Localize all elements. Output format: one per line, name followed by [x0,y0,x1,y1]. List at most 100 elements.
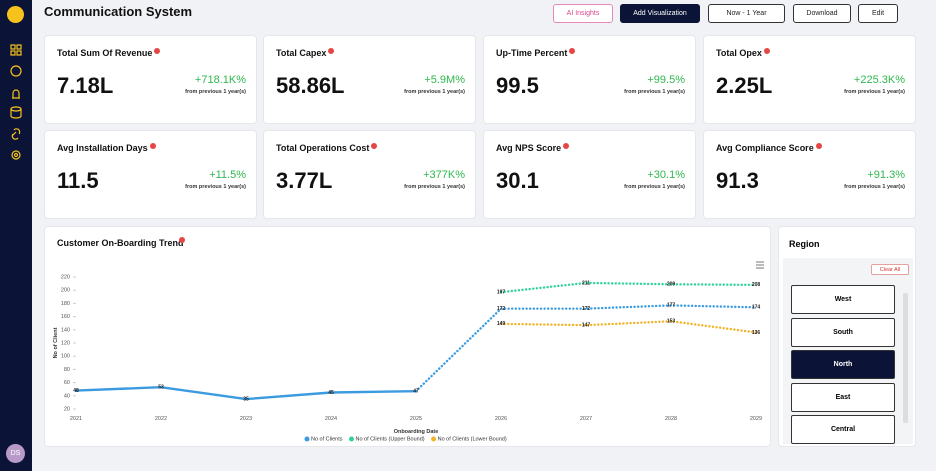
data-label: 172 [582,306,591,312]
ai-insights-button[interactable]: AI Insights [553,4,613,23]
legend-label: No of Clients [311,436,343,442]
forecast-line [499,320,758,334]
kpi-title-text: Total Sum Of Revenue [57,48,153,58]
x-axis-label: Onboarding Date [394,429,439,435]
data-label: 209 [667,282,676,288]
kpi-value: 2.25L [716,73,773,98]
kpi-title: Avg Installation Days [57,143,156,153]
kpi-card: Avg Installation Days 11.5 +11.5% from prev… [44,130,257,219]
data-label: 147 [582,323,591,329]
x-tick-label: 2022 [155,416,167,422]
chart-card: Customer On-Boarding Trend 20 40 60 80 100 12… [44,226,771,447]
filter-badge [815,143,822,149]
x-tick-label: 2029 [750,416,762,422]
kpi-note: from previous 1 year(s) [185,89,246,95]
data-label: 47 [413,389,419,395]
kpi-value: 58.86L [276,73,345,98]
y-tick-label: 140 [61,327,70,333]
x-tick-label: 2023 [240,416,252,422]
y-tick-label: 120 [61,340,70,346]
kpi-change: +11.5% [209,169,246,181]
nav-dashboard[interactable] [10,44,16,50]
region-title: Region [789,239,820,249]
filter-badge [371,143,378,149]
kpi-change: +91.3% [867,169,905,181]
logo[interactable] [7,6,24,23]
kpi-note: from previous 1 year(s) [844,184,905,190]
data-label: 53 [158,385,164,391]
kpi-title-text: Total Opex [716,48,762,58]
legend-label: No of Clients (Upper Bound) [356,436,425,442]
forecast-line [499,281,758,294]
y-tick-label: 180 [61,301,70,307]
data-label: 136 [752,330,761,336]
y-tick-label: 40 [64,393,70,399]
kpi-title-text: Avg NPS Score [496,143,562,153]
date-range-button[interactable]: Now - 1 Year [708,4,785,23]
nav-alerts[interactable] [12,89,20,99]
nav-analytics[interactable] [10,65,22,77]
region-option[interactable]: North [791,350,895,379]
region-option[interactable]: West [791,285,895,314]
x-tick-label: 2024 [325,416,337,422]
data-label: 197 [497,290,506,296]
avatar[interactable]: DS [6,444,25,463]
kpi-title-text: Up-Time Percent [496,48,568,58]
kpi-value: 7.18L [57,73,114,98]
kpi-change: +30.1% [647,169,685,181]
region-panel: Region Clear All West South North East Centr… [778,226,916,447]
kpi-note: from previous 1 year(s) [185,184,246,190]
y-tick-label: 60 [64,380,70,386]
kpi-change: +99.5% [647,74,685,86]
nav-settings[interactable] [11,150,21,160]
kpi-change: +377K% [423,169,465,181]
kpi-value: 91.3 [716,168,759,193]
y-tick-label: 160 [61,314,70,320]
data-label: 149 [497,321,506,327]
data-label: 172 [497,306,506,312]
nav-data[interactable] [10,106,22,112]
region-option[interactable]: East [791,382,895,412]
filter-badge [179,237,185,243]
kpi-value: 30.1 [496,168,539,193]
kpi-title: Total Capex [276,48,335,58]
data-label: 174 [752,305,761,311]
filter-badge [154,48,161,54]
kpi-card: Avg Compliance Score 91.3 +91.3% from previ… [703,130,916,219]
kpi-card: Total Sum Of Revenue 7.18L +718.1K% from pr… [44,35,257,124]
kpi-card: Up-Time Percent 99.5 +99.5% from previous 1… [483,35,696,124]
download-button[interactable]: Download [793,4,851,23]
y-tick-label: 100 [61,354,70,360]
kpi-title: Avg NPS Score [496,143,570,153]
kpi-title: Total Sum Of Revenue [57,48,161,58]
kpi-change: +5.9M% [424,74,465,86]
region-option[interactable]: South [791,317,895,347]
data-label: 48 [73,388,79,394]
y-tick-label: 20 [64,406,70,412]
kpi-note: from previous 1 year(s) [404,89,465,95]
legend-label: No of Clients (Lower Bound) [438,436,507,442]
data-label: 45 [328,390,334,396]
kpi-value: 3.77L [276,168,333,193]
region-option[interactable]: Central [791,415,895,444]
kpi-card: Total Capex 58.86L +5.9M% from previous 1 y… [263,35,476,124]
kpi-title: Total Opex [716,48,770,58]
kpi-title: Avg Compliance Score [716,143,822,153]
edit-button[interactable]: Edit [858,4,898,23]
nav-links[interactable] [11,128,21,140]
y-tick-label: 200 [61,288,70,294]
page-title: Communication System [44,4,193,19]
kpi-title: Total Operations Cost [276,143,378,153]
filter-badge [563,143,570,149]
clear-all-button[interactable]: Clear All [871,264,909,275]
x-tick-label: 2021 [70,416,82,422]
data-label: 208 [752,282,761,288]
kpi-note: from previous 1 year(s) [404,184,465,190]
chart-menu[interactable] [756,261,764,269]
x-tick-label: 2027 [580,416,592,422]
filter-badge [569,48,576,54]
x-tick-label: 2025 [410,416,422,422]
add-visualization-button[interactable]: Add Visualization [620,4,700,23]
y-tick-label: 80 [64,367,70,373]
